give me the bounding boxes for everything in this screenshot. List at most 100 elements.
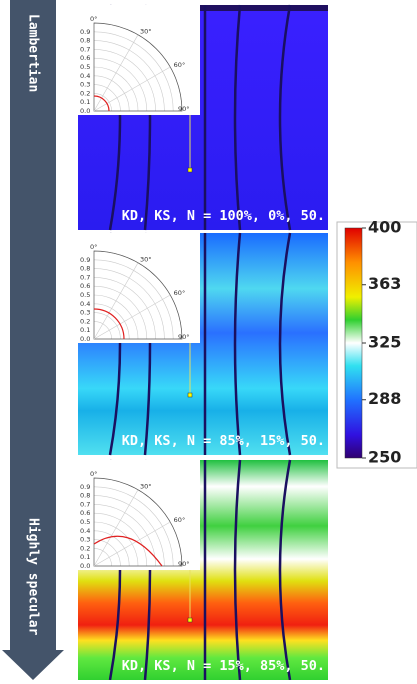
polar-arc: [93, 486, 174, 567]
colorbar-label: 363: [368, 274, 401, 293]
angle-label: 0°: [90, 15, 97, 23]
polar-arc: [93, 303, 130, 340]
radial-label: 0.8: [80, 37, 90, 45]
polar-arc: [93, 285, 148, 340]
polar-outline: [93, 250, 183, 340]
radial-label: 0.3: [80, 81, 90, 89]
panel-caption: KD, KS, N = 15%, 85%, 50.: [122, 658, 325, 674]
probe-marker: [187, 167, 193, 173]
polar-arc: [93, 84, 121, 112]
polar-arc: [93, 31, 174, 112]
polar-outline: [93, 22, 183, 112]
radial-label: 0.9: [80, 483, 90, 491]
radial-label: 0.5: [80, 518, 90, 526]
angle-label: 90°: [178, 333, 190, 341]
radial-label: 0.0: [80, 107, 90, 115]
radial-label: 0.8: [80, 492, 90, 500]
panel-caption: KD, KS, N = 100%, 0%, 50.: [122, 208, 325, 224]
polar-arc: [93, 495, 165, 567]
radial-label: 0.1: [80, 326, 90, 334]
polar-arc: [93, 75, 130, 112]
polar-arc: [93, 530, 130, 567]
polar-arc: [93, 321, 112, 340]
probe-marker: [187, 392, 193, 398]
radial-label: 0.8: [80, 265, 90, 273]
radial-label: 0.7: [80, 45, 90, 53]
reflectance-curve: [93, 95, 110, 112]
panel-caption: KD, KS, N = 85%, 15%, 50.: [122, 433, 325, 449]
radial-label: 0.9: [80, 256, 90, 264]
radial-label: 0.5: [80, 291, 90, 299]
polar-arc: [93, 512, 148, 567]
radial-label: 0.4: [80, 527, 90, 535]
polar-arc: [93, 548, 112, 567]
polar-spoke: [93, 294, 171, 340]
radial-label: 0.6: [80, 54, 90, 62]
arrow-shaft: [10, 0, 56, 652]
seam-line: [278, 232, 292, 456]
radial-label: 0.4: [80, 72, 90, 80]
radial-label: 0.2: [80, 544, 90, 552]
radial-label: 0.0: [80, 335, 90, 343]
radial-label: 0.4: [80, 300, 90, 308]
radial-label: 0.0: [80, 562, 90, 570]
angle-label: 30°: [140, 255, 152, 263]
polar-arc: [93, 40, 165, 112]
colorbar-label: 400: [368, 218, 401, 237]
reflectance-curve: [93, 308, 125, 340]
seam-line: [278, 459, 292, 681]
angle-label: 90°: [178, 105, 190, 113]
polar-arc: [93, 521, 139, 567]
polar-arc: [93, 57, 148, 112]
polar-arc: [93, 268, 165, 340]
angle-label: 60°: [174, 61, 186, 69]
polar-arc: [93, 66, 139, 112]
radial-label: 0.2: [80, 317, 90, 325]
seam-line: [233, 232, 242, 456]
arrow-top-label: Lambertian: [26, 14, 41, 92]
probe-marker: [187, 617, 193, 623]
polar-spoke: [93, 262, 139, 340]
radial-label: 0.7: [80, 500, 90, 508]
radial-label: 0.9: [80, 28, 90, 36]
polar-arc: [93, 93, 112, 112]
seam-line: [233, 459, 242, 681]
colorbar: [344, 227, 363, 459]
radial-label: 0.2: [80, 89, 90, 97]
radial-label: 0.1: [80, 98, 90, 106]
radial-label: 0.6: [80, 282, 90, 290]
angle-label: 30°: [140, 482, 152, 490]
angle-label: 60°: [174, 289, 186, 297]
polar-arc: [93, 49, 156, 112]
radial-label: 0.6: [80, 509, 90, 517]
polar-spoke: [93, 521, 171, 567]
seam-line: [278, 4, 292, 231]
dark-band: [200, 5, 328, 11]
polar-arc: [93, 539, 121, 567]
polar-arc: [93, 259, 174, 340]
seam-line: [233, 4, 242, 231]
radial-label: 0.5: [80, 63, 90, 71]
angle-label: 60°: [174, 516, 186, 524]
radial-label: 0.3: [80, 536, 90, 544]
polar-outline: [93, 477, 183, 567]
colorbar-label: 325: [368, 333, 401, 352]
arrow-head: [2, 650, 64, 680]
arrow-bottom-label: Highly specular: [26, 518, 41, 636]
colorbar-label: 288: [368, 389, 401, 408]
colorbar-label: 250: [368, 448, 401, 467]
angle-label: 0°: [90, 243, 97, 251]
radial-label: 0.3: [80, 309, 90, 317]
radial-label: 0.7: [80, 273, 90, 281]
angle-label: 30°: [140, 27, 152, 35]
reflectance-curve: [93, 535, 163, 567]
polar-spoke: [93, 489, 139, 567]
polar-arc: [93, 312, 121, 340]
polar-arc: [93, 277, 156, 340]
radial-label: 0.1: [80, 553, 90, 561]
polar-arc: [93, 504, 156, 567]
angle-label: 90°: [178, 560, 190, 568]
polar-arc: [93, 294, 139, 340]
